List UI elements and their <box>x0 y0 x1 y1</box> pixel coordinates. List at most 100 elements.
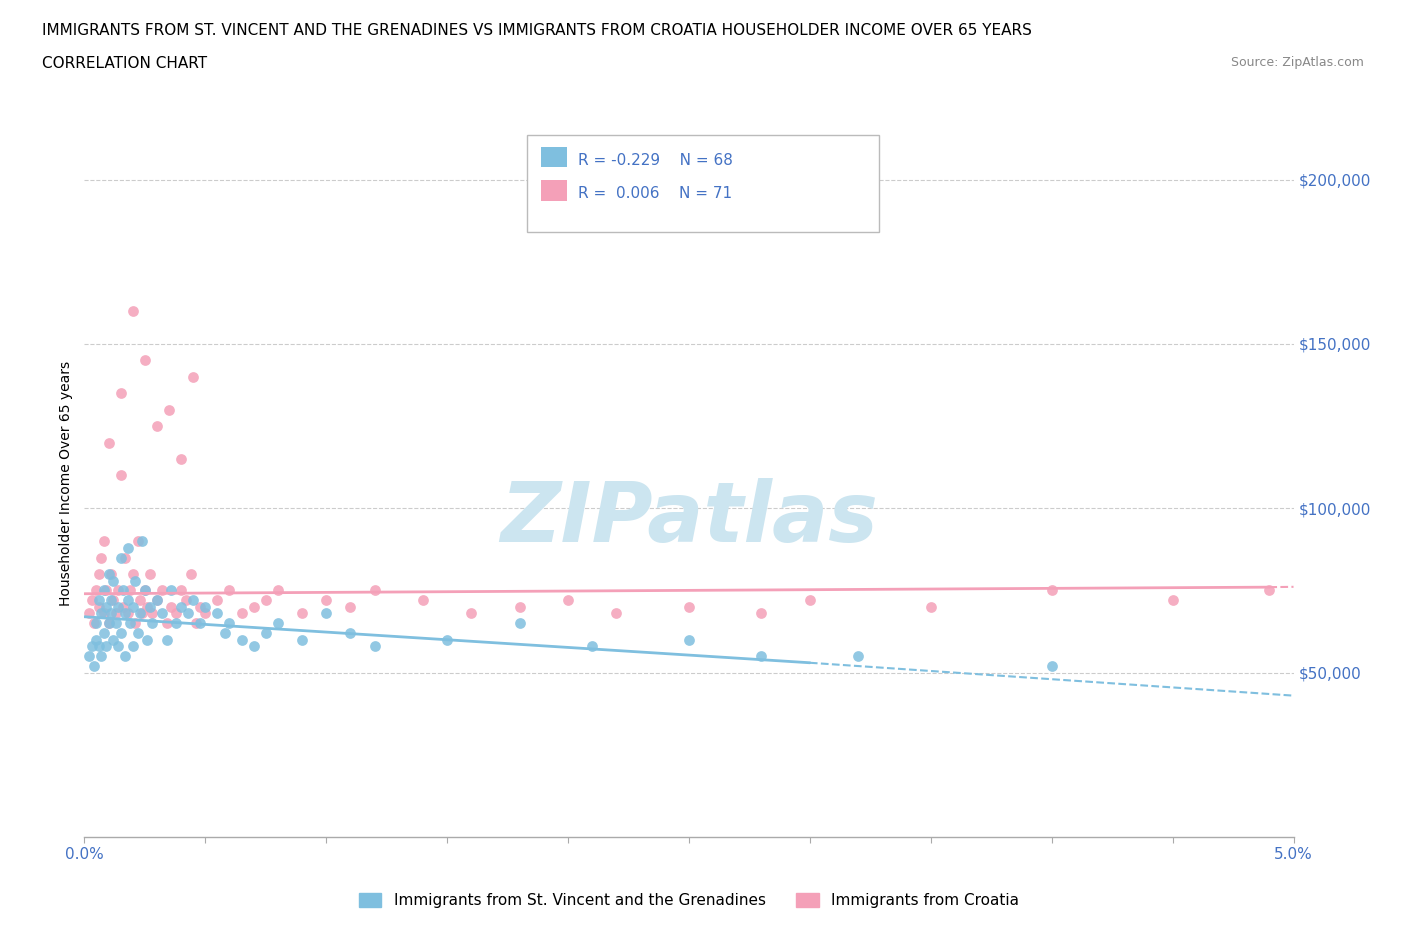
Point <box>127 626 149 641</box>
Point <box>90 606 112 621</box>
Point <box>339 600 361 615</box>
Point <box>231 606 253 621</box>
Point <box>207 606 229 621</box>
Point <box>436 632 458 647</box>
Point <box>181 369 204 384</box>
Point <box>160 600 183 615</box>
Point <box>87 639 110 654</box>
Point <box>136 600 159 615</box>
Point <box>100 592 122 607</box>
Point <box>339 626 361 641</box>
Point <box>254 592 277 607</box>
Point <box>83 616 105 631</box>
Point <box>93 626 115 641</box>
Point <box>107 600 129 615</box>
Point <box>80 639 103 654</box>
Text: IMMIGRANTS FROM ST. VINCENT AND THE GRENADINES VS IMMIGRANTS FROM CROATIA HOUSEH: IMMIGRANTS FROM ST. VINCENT AND THE GREN… <box>42 23 1032 38</box>
Point <box>110 551 132 565</box>
Point <box>112 600 135 615</box>
Point <box>157 402 180 417</box>
Point <box>254 626 277 641</box>
Text: CORRELATION CHART: CORRELATION CHART <box>42 56 207 71</box>
Point <box>117 592 139 607</box>
Point <box>155 632 177 647</box>
Point <box>218 583 240 598</box>
Point <box>1040 658 1063 673</box>
Point <box>86 616 108 631</box>
Point <box>100 566 122 581</box>
Text: ZIPatlas: ZIPatlas <box>501 478 877 560</box>
Point <box>174 592 197 607</box>
Point <box>141 616 163 631</box>
Point <box>83 658 105 673</box>
Point <box>184 616 207 631</box>
Point <box>134 583 156 598</box>
Point <box>751 649 773 664</box>
Point <box>87 592 110 607</box>
Point <box>93 583 115 598</box>
Point <box>315 606 337 621</box>
Point <box>100 606 122 621</box>
Point <box>146 592 169 607</box>
Point <box>120 583 142 598</box>
Point <box>93 534 115 549</box>
Point <box>557 592 579 607</box>
Point <box>114 551 136 565</box>
Point <box>678 632 700 647</box>
Point <box>114 606 136 621</box>
Point <box>127 534 149 549</box>
Point <box>87 566 110 581</box>
Point <box>150 583 173 598</box>
Point <box>77 649 100 664</box>
Point <box>134 583 156 598</box>
Point <box>231 632 253 647</box>
Point <box>97 566 120 581</box>
Point <box>141 606 163 621</box>
Point <box>155 616 177 631</box>
Point <box>77 606 100 621</box>
Point <box>97 616 120 631</box>
Legend: Immigrants from St. Vincent and the Grenadines, Immigrants from Croatia: Immigrants from St. Vincent and the Gren… <box>353 887 1025 914</box>
Text: R = -0.229    N = 68: R = -0.229 N = 68 <box>578 153 733 167</box>
Point <box>104 616 127 631</box>
Point <box>112 583 135 598</box>
Point <box>194 600 217 615</box>
Point <box>110 386 132 401</box>
Point <box>121 303 143 318</box>
Point <box>751 606 773 621</box>
Point <box>129 592 152 607</box>
Point <box>846 649 869 664</box>
Text: Source: ZipAtlas.com: Source: ZipAtlas.com <box>1230 56 1364 69</box>
Point <box>242 639 264 654</box>
Point <box>150 606 173 621</box>
Point <box>131 606 153 621</box>
Point <box>107 639 129 654</box>
Point <box>315 592 337 607</box>
Point <box>190 600 212 615</box>
Point <box>177 606 200 621</box>
Point <box>267 616 290 631</box>
Point <box>138 600 160 615</box>
Point <box>460 606 482 621</box>
Point <box>214 626 236 641</box>
Point <box>86 632 108 647</box>
Point <box>93 606 115 621</box>
Point <box>165 606 187 621</box>
Point <box>291 606 314 621</box>
Point <box>581 639 603 654</box>
Point <box>267 583 290 598</box>
Point <box>121 600 143 615</box>
Point <box>103 573 125 588</box>
Point <box>97 435 120 450</box>
Point <box>218 616 240 631</box>
Point <box>121 639 143 654</box>
Point <box>114 649 136 664</box>
Point <box>363 639 385 654</box>
Point <box>124 616 146 631</box>
Point <box>165 616 187 631</box>
Point <box>170 583 193 598</box>
Point <box>170 451 193 466</box>
Point <box>509 600 531 615</box>
Point <box>146 592 169 607</box>
Point <box>180 566 202 581</box>
